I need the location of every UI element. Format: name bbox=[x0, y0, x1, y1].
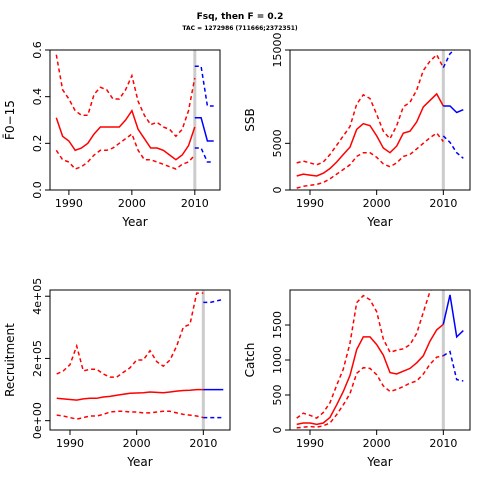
fbar-y-tick-label: 0.6 bbox=[31, 41, 44, 59]
ssb-hist-median-line bbox=[296, 92, 444, 177]
ssb-x-tick-label: 2000 bbox=[363, 197, 391, 210]
recruitment-y-tick-label: 2e+05 bbox=[31, 340, 44, 377]
fbar-y-tick-label: 0.0 bbox=[31, 181, 44, 199]
catch-y-tick-label: 0 bbox=[271, 427, 284, 434]
ssb-x-tick-label: 1990 bbox=[296, 197, 324, 210]
catch-y-tick-label: 1000 bbox=[271, 346, 284, 374]
catch-hist-median-line bbox=[296, 323, 444, 426]
recruitment-x-axis-title: Year bbox=[126, 455, 152, 469]
ssb-y-tick-label: 0 bbox=[271, 187, 284, 194]
fbar-y-tick-label: 0.2 bbox=[31, 135, 44, 153]
fbar-panel: 1990 2000 2010 0.0 0.2 0.4 0.6 Year F̄0−15 bbox=[3, 41, 221, 229]
recruitment-x-tick-label: 2000 bbox=[123, 437, 151, 450]
fbar-hist-lower-line bbox=[55, 132, 196, 170]
catch-hist-lower-line bbox=[296, 355, 444, 429]
catch-x-tick-label: 2000 bbox=[363, 437, 391, 450]
figure-title: Fsq, then F = 0.2 bbox=[197, 12, 284, 22]
recruitment-series bbox=[56, 292, 224, 420]
fbar-series bbox=[55, 54, 214, 170]
catch-proj-lower-line bbox=[442, 350, 464, 382]
catch-proj-median-line bbox=[442, 294, 464, 339]
recruitment-x-tick-label: 1990 bbox=[56, 437, 84, 450]
ssb-plot-frame bbox=[289, 49, 471, 191]
fbar-plot-frame bbox=[49, 49, 221, 191]
fbar-y-axis-title: F̄0−15 bbox=[3, 100, 17, 140]
panels: 1990 2000 2010 0.0 0.2 0.4 0.6 Year F̄0−15 1990 20… bbox=[3, 33, 471, 469]
ssb-y-axis-title: SSB bbox=[243, 108, 257, 131]
catch-x-axis-title: Year bbox=[366, 455, 392, 469]
fbar-hist-median-line bbox=[55, 109, 196, 161]
catch-x-tick-label: 2010 bbox=[429, 437, 457, 450]
fbar-y-tick-label: 0.4 bbox=[31, 88, 44, 106]
ssb-proj-median-line bbox=[443, 105, 464, 114]
fbar-x-tick-label: 1990 bbox=[55, 197, 83, 210]
ssb-x-axis-title: Year bbox=[366, 215, 392, 229]
ssb-y-tick-label: 15000 bbox=[271, 33, 284, 68]
ssb-proj-lower-line bbox=[442, 135, 464, 159]
ssb-y-tick-label: 5000 bbox=[271, 129, 284, 157]
catch-series bbox=[296, 290, 464, 429]
recruitment-proj-upper-line bbox=[203, 298, 224, 304]
catch-hist-upper-line bbox=[296, 290, 432, 419]
ssb-panel: 1990 2000 2010 0 5000 15000 Year SSB bbox=[243, 33, 471, 229]
figure-subtitle: TAC = 1272986 (711666;2372351) bbox=[182, 25, 298, 32]
catch-y-tick-label: 500 bbox=[271, 385, 284, 406]
recruitment-panel: 1990 2000 2010 0e+00 2e+05 4e+05 Year Recruitme… bbox=[3, 278, 231, 469]
ssb-hist-upper-line bbox=[296, 53, 444, 166]
fbar-hist-upper-line bbox=[55, 54, 196, 138]
fbar-x-tick-label: 2000 bbox=[118, 197, 146, 210]
ssb-x-tick-label: 2010 bbox=[429, 197, 457, 210]
fbar-x-axis-title: Year bbox=[121, 215, 147, 229]
catch-y-axis-title: Catch bbox=[243, 343, 257, 378]
fbar-proj-median-line bbox=[194, 116, 214, 142]
recruitment-x-tick-label: 2010 bbox=[189, 437, 217, 450]
recruitment-y-tick-label: 4e+05 bbox=[31, 278, 44, 315]
fbar-proj-lower-line bbox=[194, 147, 214, 163]
catch-panel: 1990 2000 2010 0 500 1000 1500 Year Catch bbox=[243, 289, 471, 469]
recruitment-y-axis-title: Recruitment bbox=[3, 323, 17, 397]
recruitment-y-tick-label: 0e+00 bbox=[31, 402, 44, 439]
catch-x-tick-label: 1990 bbox=[296, 437, 324, 450]
recruitment-hist-upper-line bbox=[56, 292, 204, 378]
ssb-proj-upper-line bbox=[442, 50, 456, 69]
recruitment-plot-frame bbox=[49, 289, 231, 431]
ssb-hist-lower-line bbox=[296, 132, 444, 189]
recruitment-hist-lower-line bbox=[56, 410, 204, 420]
fbar-proj-upper-line bbox=[194, 65, 214, 107]
ssb-series bbox=[296, 50, 464, 189]
recruitment-hist-median-line bbox=[56, 388, 204, 401]
catch-y-tick-label: 1500 bbox=[271, 311, 284, 339]
fbar-x-tick-label: 2010 bbox=[181, 197, 209, 210]
